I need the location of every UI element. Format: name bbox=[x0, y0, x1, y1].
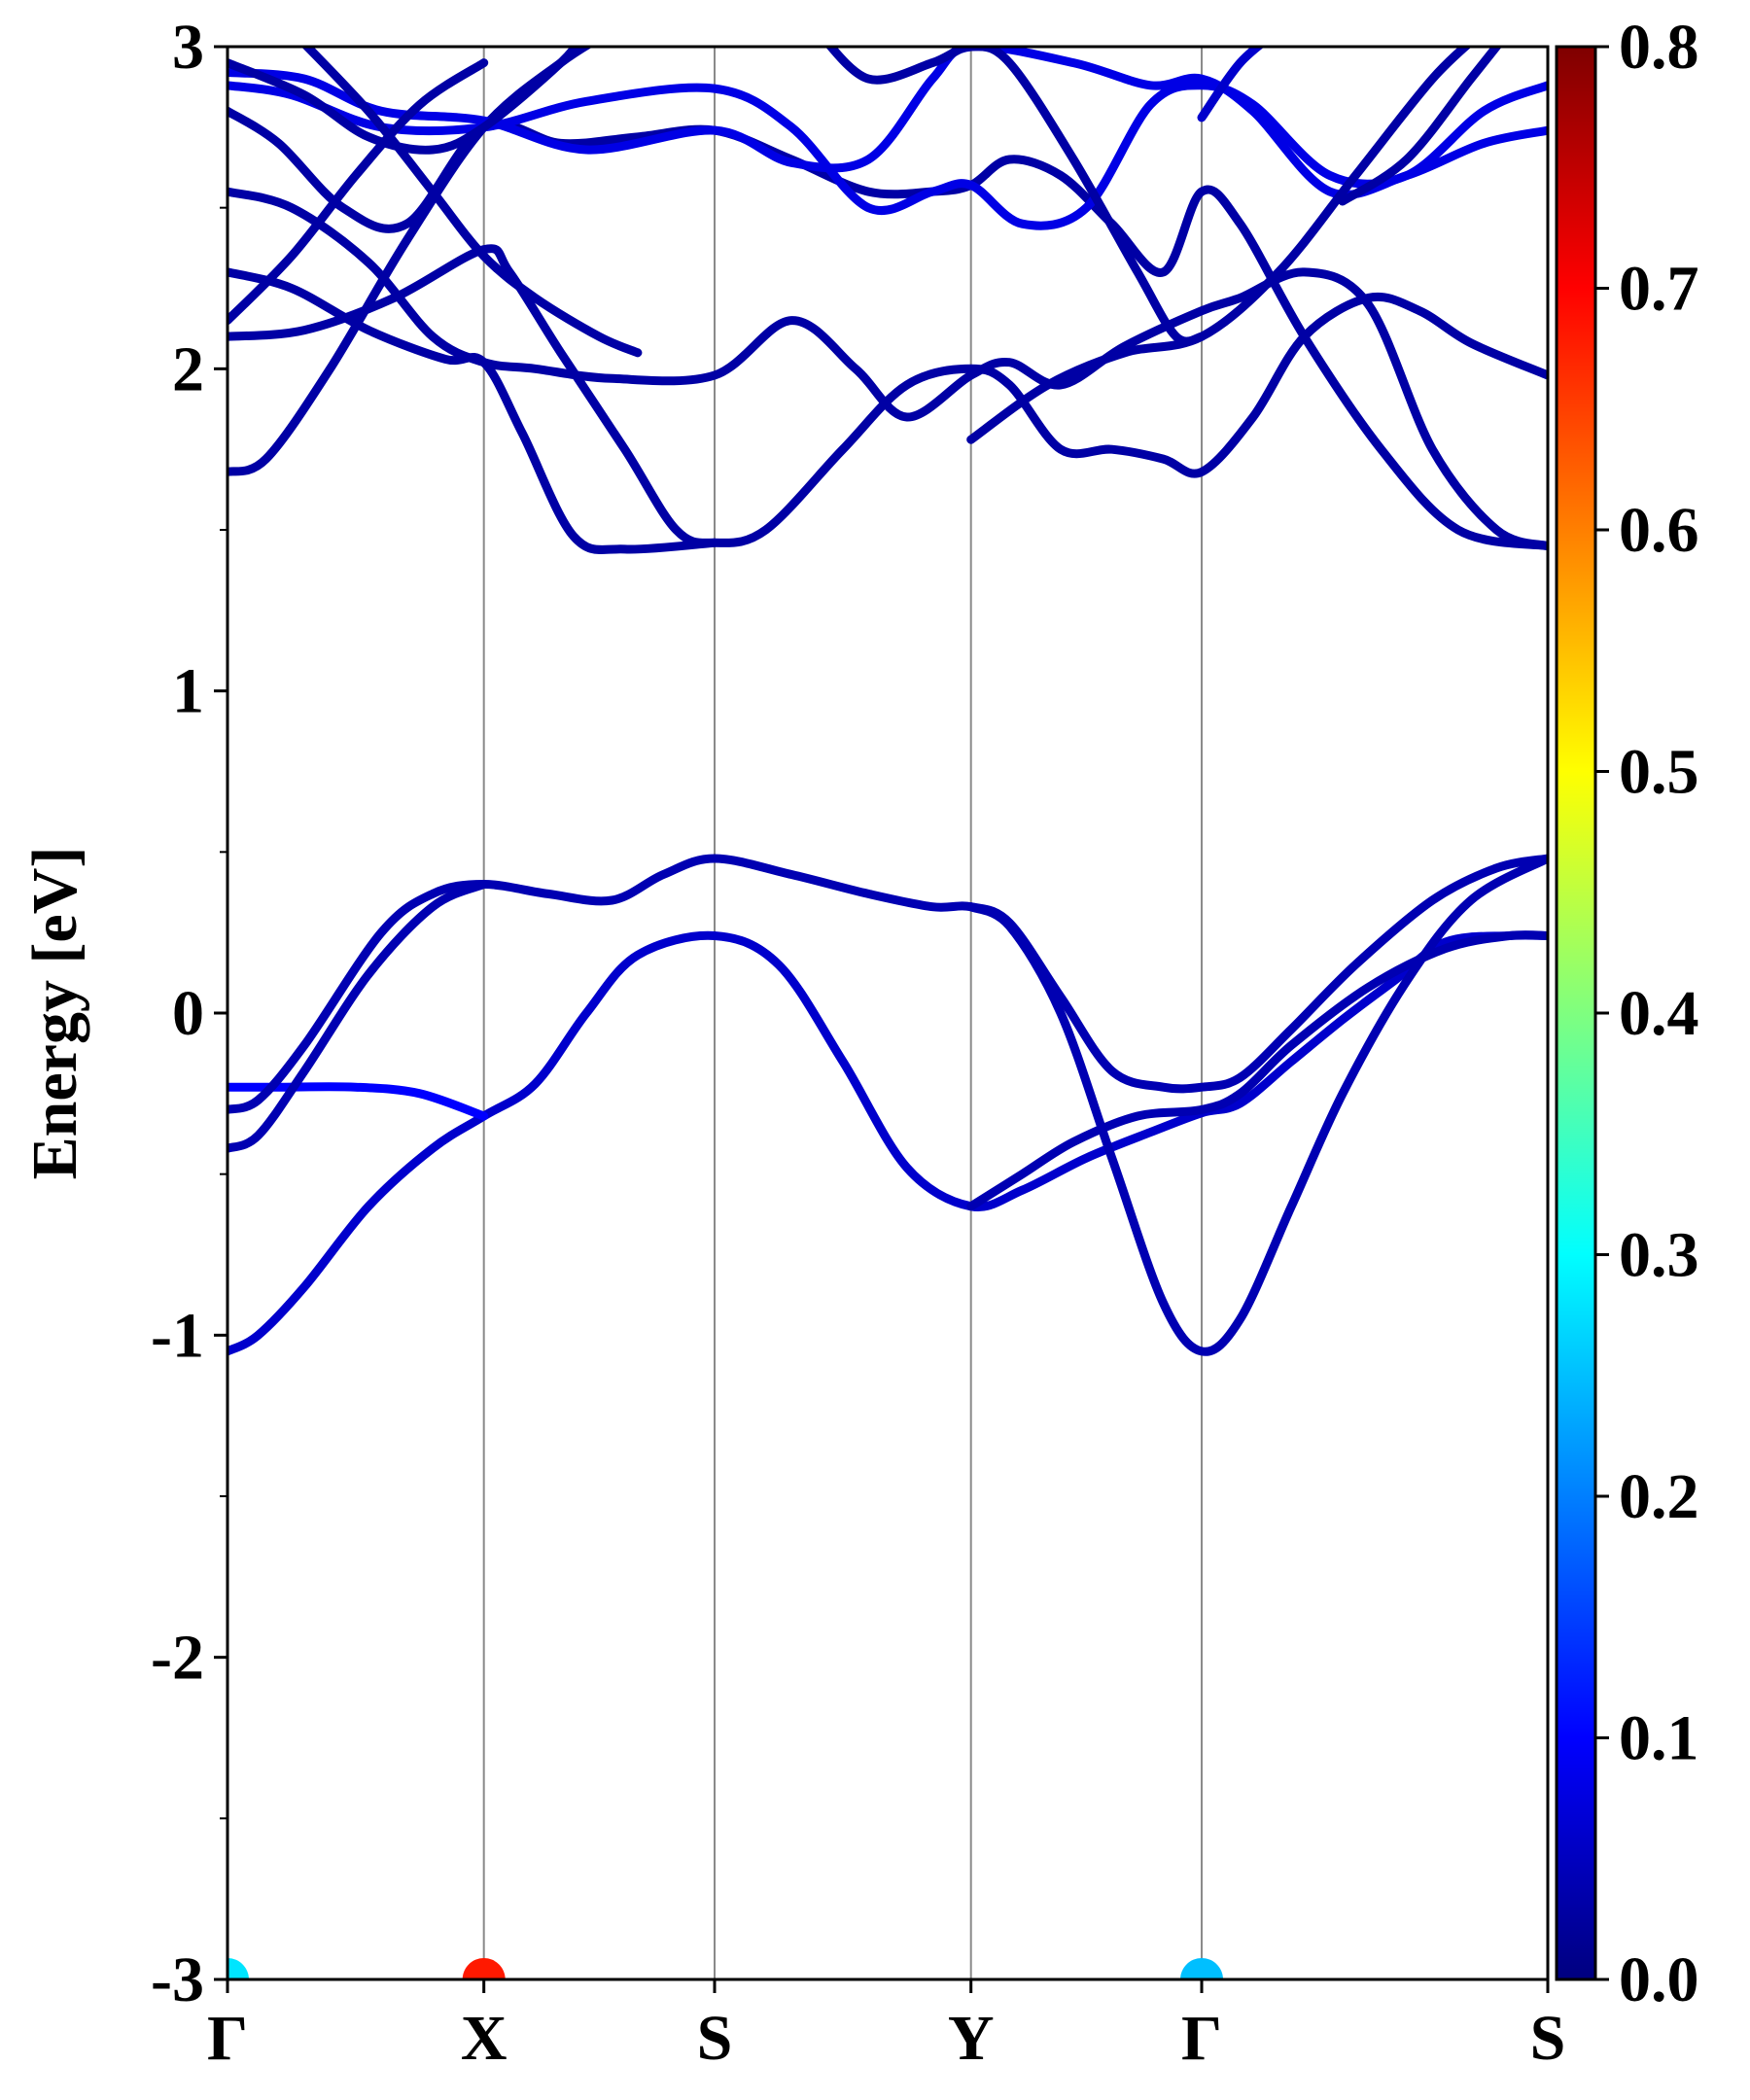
colorbar: 0.0 0.1 0.2 0.3 0.4 0.5 0.6 0.7 0.8 bbox=[1555, 12, 1699, 2015]
band-line bbox=[966, 854, 1548, 1356]
x-tick-label: X bbox=[461, 2003, 508, 2074]
band-line bbox=[966, 47, 1472, 444]
x-tick-label: Y bbox=[948, 2003, 995, 2074]
x-tick-label: Γ bbox=[207, 2003, 248, 2074]
band-weight-marker bbox=[228, 1958, 249, 1979]
colorbar-tick-label: 0.7 bbox=[1619, 254, 1699, 325]
band-line bbox=[966, 930, 1548, 1211]
colorbar-tick-label: 0.5 bbox=[1619, 737, 1699, 808]
y-tick-label: -1 bbox=[151, 1300, 204, 1371]
x-tick-label: S bbox=[697, 2003, 733, 2074]
band-line bbox=[228, 1082, 489, 1121]
band-line bbox=[228, 187, 1548, 551]
band-line bbox=[228, 244, 1548, 547]
colorbar-tick-label: 0.6 bbox=[1619, 495, 1699, 566]
colorbar-tick-label: 0.8 bbox=[1619, 12, 1699, 83]
band-weight-marker bbox=[462, 1958, 506, 1979]
band-line bbox=[228, 106, 1548, 551]
x-tick-label: S bbox=[1530, 2003, 1566, 2074]
band-line bbox=[824, 47, 1207, 346]
colorbar-tick-label: 0.0 bbox=[1619, 1944, 1699, 2015]
x-tick-label: Γ bbox=[1181, 2003, 1222, 2074]
band-line bbox=[1338, 47, 1503, 206]
band-line bbox=[228, 58, 489, 326]
y-tick-label: 1 bbox=[172, 656, 204, 727]
band-weight-marker bbox=[1180, 1958, 1224, 1979]
band-weight-markers bbox=[228, 1958, 1224, 1979]
y-axis-ticks: -3 -2 -1 0 1 2 3 bbox=[151, 12, 228, 2015]
colorbar-tick-label: 0.1 bbox=[1619, 1703, 1699, 1774]
y-axis-title: Energy [eV] bbox=[19, 847, 90, 1180]
y-tick-label: 0 bbox=[172, 978, 204, 1049]
y-tick-label: 2 bbox=[172, 333, 204, 404]
y-tick-label: -2 bbox=[151, 1623, 204, 1694]
band-line bbox=[228, 880, 489, 1153]
colorbar-ticks: 0.0 0.1 0.2 0.3 0.4 0.5 0.6 0.7 0.8 bbox=[1595, 12, 1699, 2015]
band-line bbox=[228, 930, 1548, 1356]
colorbar-tick-label: 0.3 bbox=[1619, 1220, 1699, 1291]
colorbar-tick-label: 0.4 bbox=[1619, 978, 1699, 1049]
band-line bbox=[228, 854, 1548, 1114]
band-line bbox=[228, 47, 581, 155]
band-line bbox=[228, 47, 1548, 199]
y-tick-label: -3 bbox=[151, 1944, 204, 2015]
band-line bbox=[300, 47, 643, 358]
colorbar-gradient bbox=[1555, 45, 1597, 1981]
band-lines bbox=[228, 47, 1548, 1356]
band-line bbox=[1197, 47, 1265, 122]
colorbar-tick-label: 0.2 bbox=[1619, 1461, 1699, 1532]
y-tick-label: 3 bbox=[172, 12, 204, 83]
